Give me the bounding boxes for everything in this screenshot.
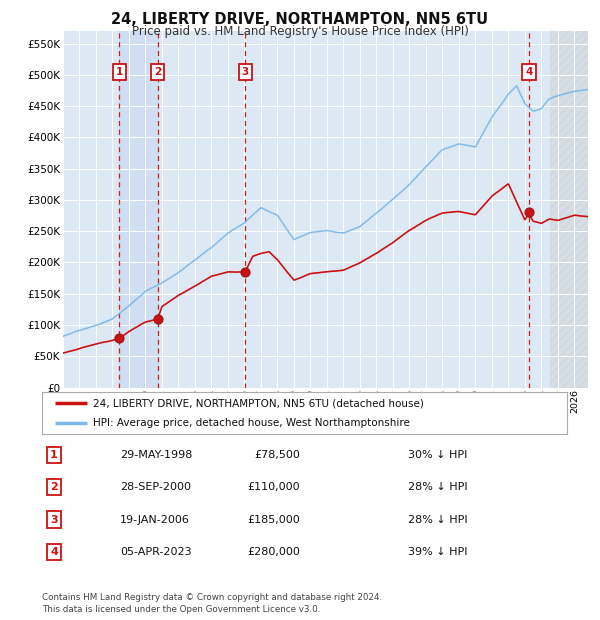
Text: £185,000: £185,000	[247, 515, 300, 525]
Text: 19-JAN-2006: 19-JAN-2006	[120, 515, 190, 525]
Text: 24, LIBERTY DRIVE, NORTHAMPTON, NN5 6TU (detached house): 24, LIBERTY DRIVE, NORTHAMPTON, NN5 6TU …	[94, 398, 424, 408]
Text: 28-SEP-2000: 28-SEP-2000	[120, 482, 191, 492]
Text: 1: 1	[50, 450, 58, 460]
Text: 29-MAY-1998: 29-MAY-1998	[120, 450, 193, 460]
Text: 4: 4	[525, 67, 533, 77]
Text: 39% ↓ HPI: 39% ↓ HPI	[408, 547, 467, 557]
Text: Price paid vs. HM Land Registry's House Price Index (HPI): Price paid vs. HM Land Registry's House …	[131, 25, 469, 38]
Text: 2: 2	[154, 67, 161, 77]
Text: 4: 4	[50, 547, 58, 557]
Text: £110,000: £110,000	[247, 482, 300, 492]
Text: 2: 2	[50, 482, 58, 492]
Text: 3: 3	[50, 515, 58, 525]
Text: 28% ↓ HPI: 28% ↓ HPI	[408, 482, 467, 492]
Text: HPI: Average price, detached house, West Northamptonshire: HPI: Average price, detached house, West…	[94, 418, 410, 428]
Text: Contains HM Land Registry data © Crown copyright and database right 2024.
This d: Contains HM Land Registry data © Crown c…	[42, 593, 382, 614]
Text: 28% ↓ HPI: 28% ↓ HPI	[408, 515, 467, 525]
Text: 3: 3	[242, 67, 249, 77]
Text: £78,500: £78,500	[254, 450, 300, 460]
Bar	[550, 31, 588, 388]
Text: 1: 1	[116, 67, 123, 77]
Text: 05-APR-2023: 05-APR-2023	[120, 547, 191, 557]
Text: £280,000: £280,000	[247, 547, 300, 557]
Bar	[119, 31, 158, 388]
Text: 24, LIBERTY DRIVE, NORTHAMPTON, NN5 6TU: 24, LIBERTY DRIVE, NORTHAMPTON, NN5 6TU	[112, 12, 488, 27]
Text: 30% ↓ HPI: 30% ↓ HPI	[408, 450, 467, 460]
